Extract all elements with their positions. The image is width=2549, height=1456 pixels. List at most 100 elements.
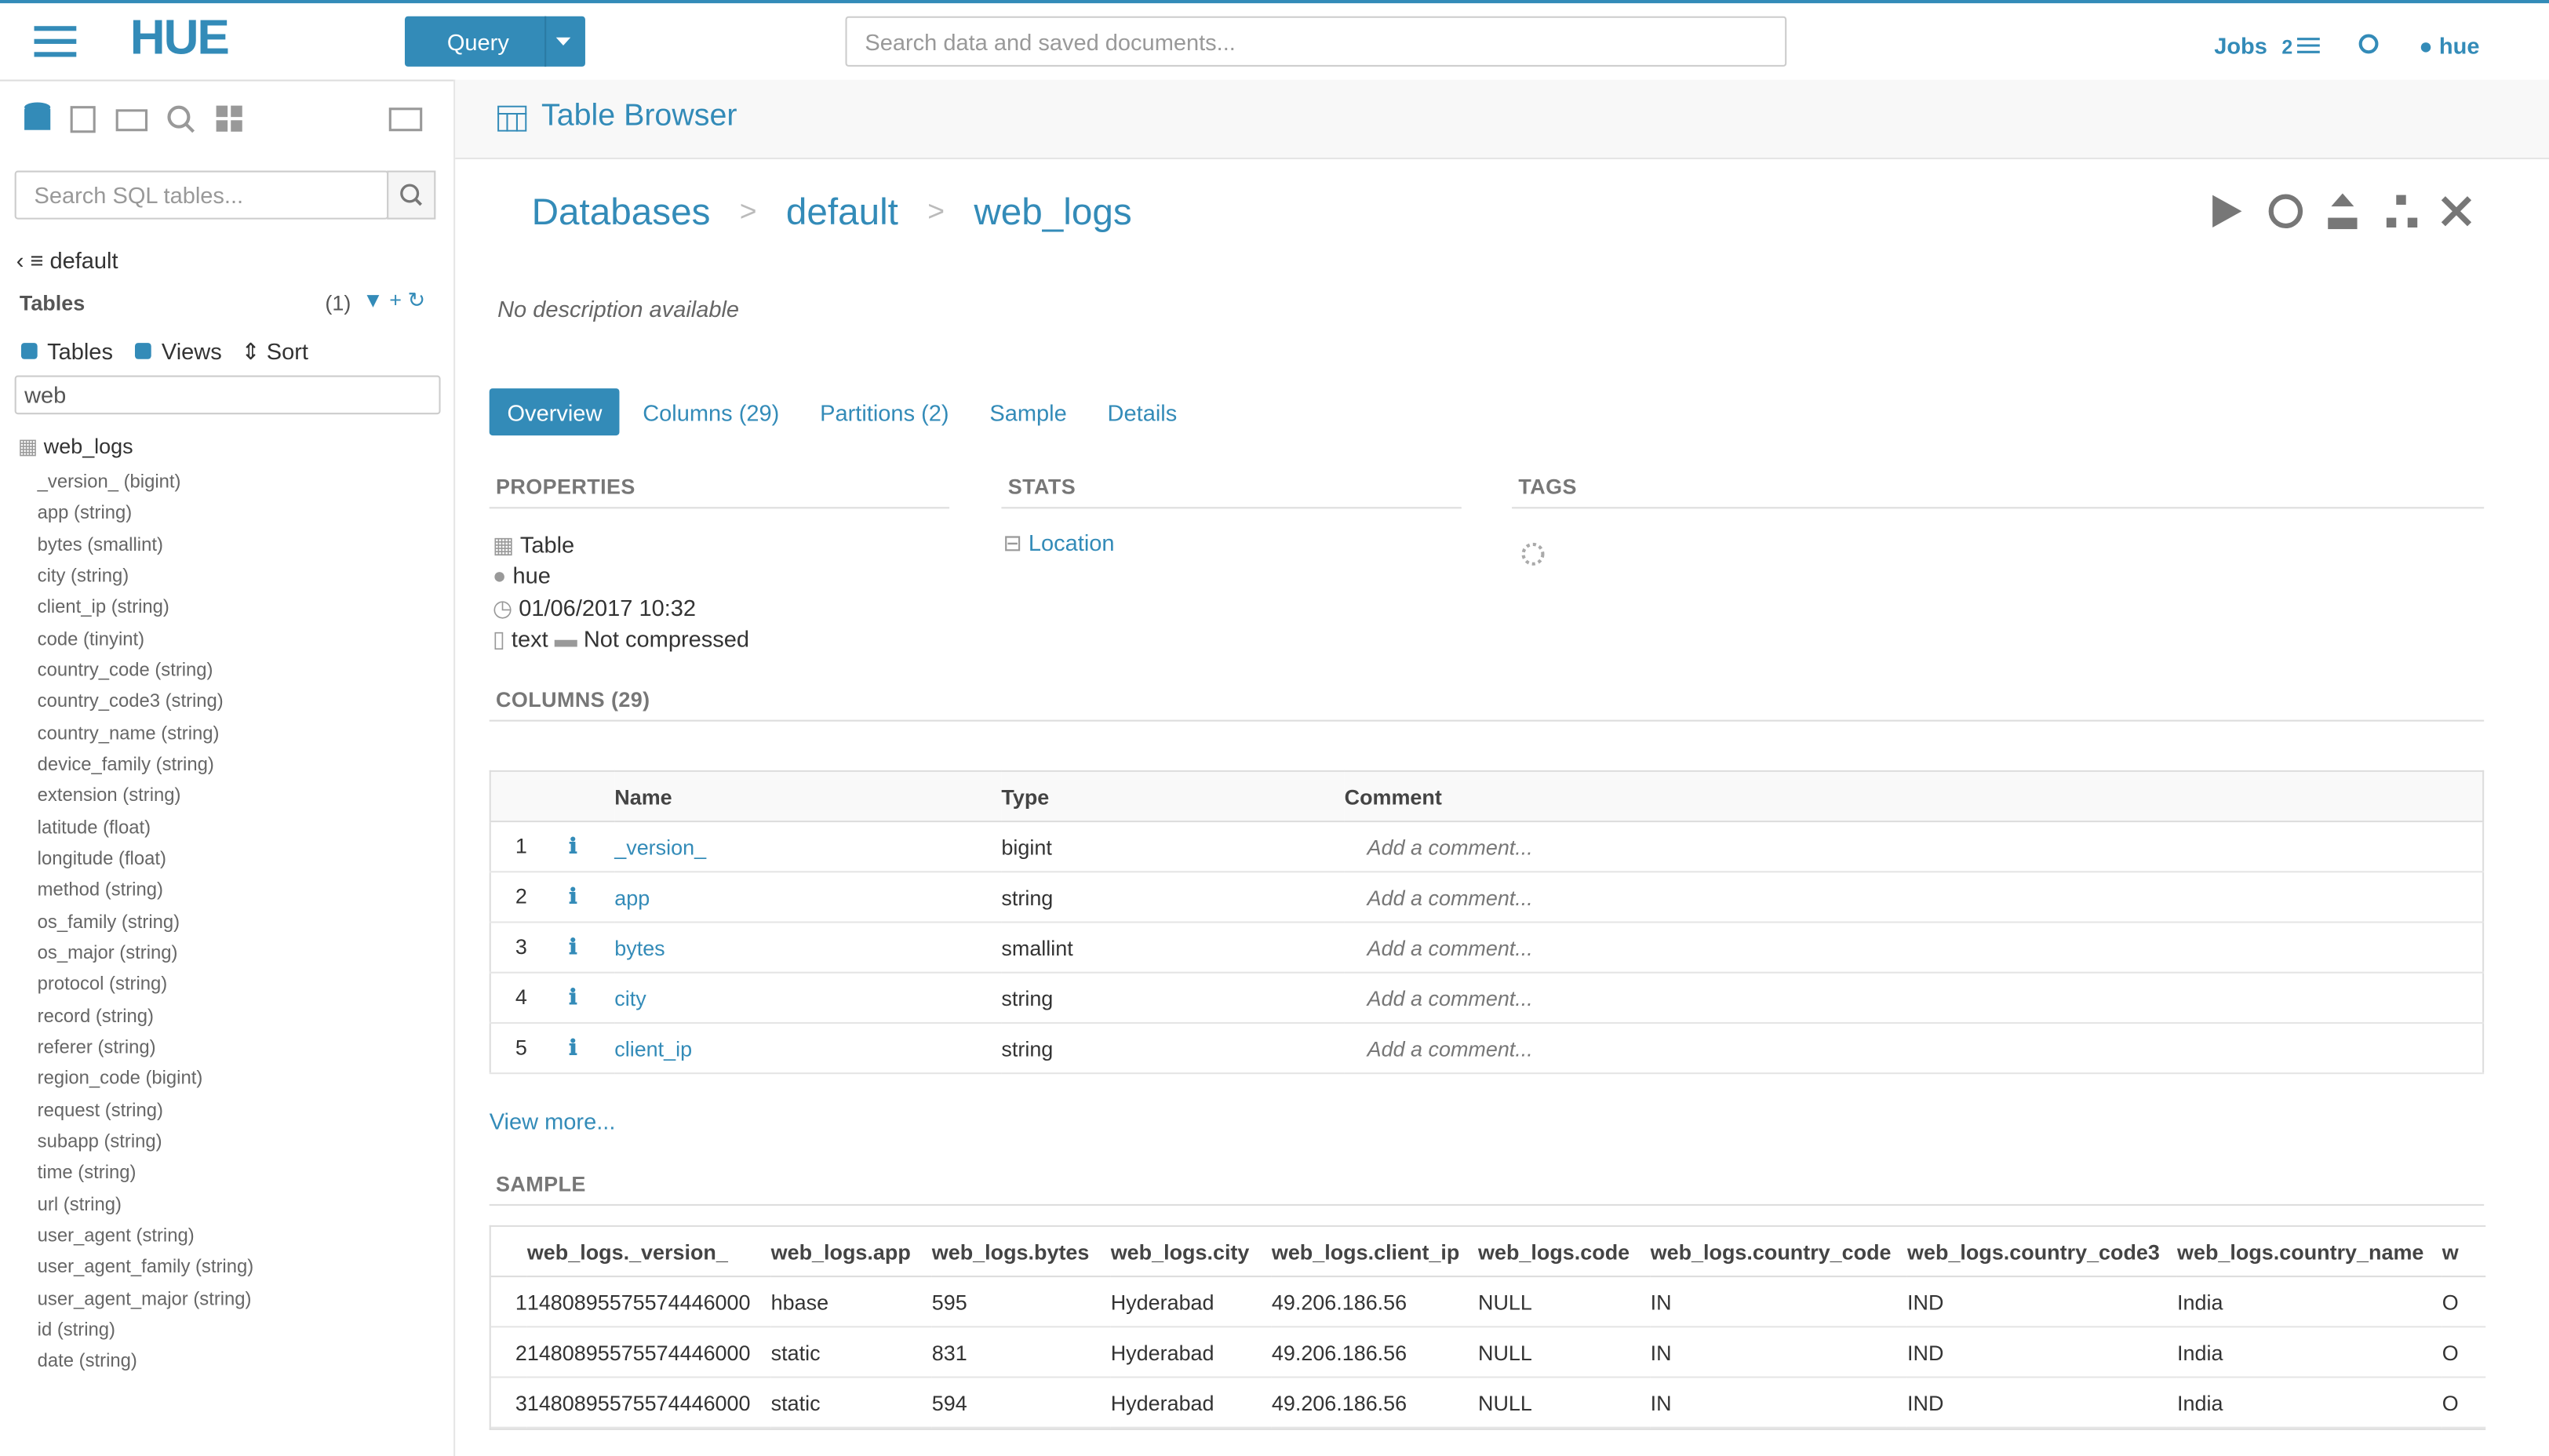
- column-item[interactable]: device_family (string): [37, 755, 214, 775]
- filter-tables[interactable]: Tables: [47, 337, 113, 364]
- header-cell: Type: [1001, 770, 1345, 823]
- column-item[interactable]: country_name (string): [37, 724, 220, 744]
- column-item[interactable]: country_code (string): [37, 661, 213, 681]
- tables-label: Tables: [19, 290, 86, 315]
- global-search[interactable]: Search data and saved documents...: [845, 16, 1787, 67]
- tab[interactable]: Partitions (2): [820, 399, 949, 426]
- sidebar: Search SQL tables... ‹ ≡ default Tables …: [0, 79, 456, 1456]
- user-menu[interactable]: ● hue: [2419, 32, 2480, 59]
- sample-cell: 1480895575574446000: [526, 1327, 771, 1378]
- column-comment[interactable]: Add a comment...: [1344, 821, 2484, 873]
- tab[interactable]: Overview: [489, 388, 621, 436]
- column-item[interactable]: app (string): [37, 504, 133, 524]
- tab[interactable]: Columns (29): [643, 399, 780, 426]
- tab[interactable]: Details: [1107, 399, 1178, 426]
- column-item[interactable]: referer (string): [37, 1038, 156, 1058]
- query-button[interactable]: Query: [404, 16, 585, 67]
- column-item[interactable]: extension (string): [37, 787, 181, 806]
- column-item[interactable]: id (string): [37, 1320, 115, 1341]
- table-filter[interactable]: web: [14, 375, 441, 415]
- column-name[interactable]: app: [614, 872, 1002, 923]
- section-heading: TAGS: [1518, 474, 1577, 499]
- column-item[interactable]: _version_ (bigint): [37, 472, 181, 493]
- back-database[interactable]: ‹ ≡ default: [16, 246, 118, 273]
- info-icon[interactable]: ℹ: [569, 835, 577, 860]
- jobs-link[interactable]: Jobs 2: [2214, 32, 2292, 58]
- column-item[interactable]: subapp (string): [37, 1132, 162, 1152]
- location-link[interactable]: ⊟ Location: [1003, 530, 1115, 556]
- column-item[interactable]: user_agent_family (string): [37, 1258, 254, 1278]
- column-name[interactable]: client_ip: [614, 1022, 1002, 1075]
- search-button[interactable]: [387, 170, 436, 220]
- section-heading: PROPERTIES: [495, 474, 635, 499]
- header-cell: web_logs.code: [1478, 1226, 1651, 1278]
- view-more[interactable]: View more...: [489, 1108, 616, 1134]
- checkbox[interactable]: [135, 343, 152, 359]
- property: Not compressed: [583, 625, 750, 652]
- column-name[interactable]: city: [614, 972, 1002, 1024]
- column-item[interactable]: record (string): [37, 1006, 154, 1027]
- column-item[interactable]: date (string): [37, 1352, 137, 1372]
- column-comment[interactable]: Add a comment...: [1344, 872, 2484, 923]
- column-item[interactable]: region_code (bigint): [37, 1069, 203, 1090]
- column-item[interactable]: os_family (string): [37, 912, 180, 933]
- filter-views[interactable]: Views: [161, 337, 222, 364]
- column-comment[interactable]: Add a comment...: [1344, 972, 2484, 1024]
- sample-cell: static: [770, 1327, 932, 1378]
- column-type: bigint: [1001, 821, 1345, 873]
- info-icon[interactable]: ℹ: [569, 936, 577, 961]
- column-comment[interactable]: Add a comment...: [1344, 1022, 2484, 1075]
- tab[interactable]: Sample: [989, 399, 1067, 426]
- sort[interactable]: ⇕ Sort: [241, 337, 308, 364]
- column-name[interactable]: bytes: [614, 922, 1002, 974]
- column-item[interactable]: time (string): [37, 1163, 137, 1184]
- logo[interactable]: HUE: [129, 11, 230, 65]
- info-icon[interactable]: ℹ: [569, 1036, 577, 1061]
- section-heading: SAMPLE: [495, 1171, 586, 1196]
- row-number: 5: [515, 1035, 527, 1060]
- column-item[interactable]: latitude (float): [37, 818, 151, 839]
- sample-cell: 1480895575574446000: [526, 1276, 771, 1328]
- table-search[interactable]: Search SQL tables...: [14, 170, 389, 220]
- jobs-settings-icon[interactable]: [2296, 36, 2320, 56]
- sample-row: 1 1480895575574446000 hbase 595 Hyderabad 49.…: [490, 1276, 2486, 1328]
- column-comment[interactable]: Add a comment...: [1344, 922, 2484, 974]
- column-item[interactable]: protocol (string): [37, 975, 168, 996]
- column-item[interactable]: user_agent (string): [37, 1226, 195, 1247]
- page-title: Table Browser: [541, 99, 737, 133]
- checkbox[interactable]: [20, 343, 38, 359]
- header-cell: web_logs.city: [1110, 1226, 1272, 1278]
- column-item[interactable]: longitude (float): [37, 850, 166, 870]
- column-item[interactable]: user_agent_major (string): [37, 1289, 252, 1309]
- sidebar-icons[interactable]: [23, 100, 250, 136]
- tables-count: (1): [325, 290, 351, 315]
- table-actions[interactable]: [2208, 190, 2481, 232]
- column-item[interactable]: os_major (string): [37, 944, 178, 964]
- menu-icon[interactable]: [34, 26, 77, 58]
- sample-cell: IND: [1907, 1377, 2178, 1429]
- column-name[interactable]: _version_: [614, 821, 1002, 873]
- column-item[interactable]: city (string): [37, 566, 129, 587]
- info-icon[interactable]: ℹ: [569, 986, 577, 1011]
- history-icon[interactable]: [2358, 32, 2380, 55]
- column-item[interactable]: code (tinyint): [37, 629, 145, 650]
- documents-icon[interactable]: [388, 100, 424, 133]
- column-item[interactable]: country_code3 (string): [37, 693, 224, 712]
- sample-cell: India: [2177, 1377, 2442, 1429]
- sample-cell: 1: [490, 1276, 527, 1328]
- column-item[interactable]: bytes (smallint): [37, 535, 163, 555]
- table-actions[interactable]: ▼ + ↻: [362, 287, 426, 312]
- table-item[interactable]: ▦ web_logs: [17, 434, 133, 459]
- breadcrumb-item[interactable]: default: [785, 190, 898, 233]
- sample-cell: 3: [490, 1377, 527, 1429]
- breadcrumb-item[interactable]: web_logs: [974, 190, 1132, 233]
- breadcrumb-item[interactable]: Databases: [531, 190, 711, 233]
- column-item[interactable]: client_ip (string): [37, 598, 169, 618]
- column-item[interactable]: request (string): [37, 1101, 163, 1121]
- info-icon[interactable]: ℹ: [569, 885, 577, 910]
- caret[interactable]: [555, 37, 571, 47]
- header-cell: [490, 1226, 527, 1278]
- column-item[interactable]: method (string): [37, 881, 163, 901]
- column-item[interactable]: url (string): [37, 1195, 122, 1215]
